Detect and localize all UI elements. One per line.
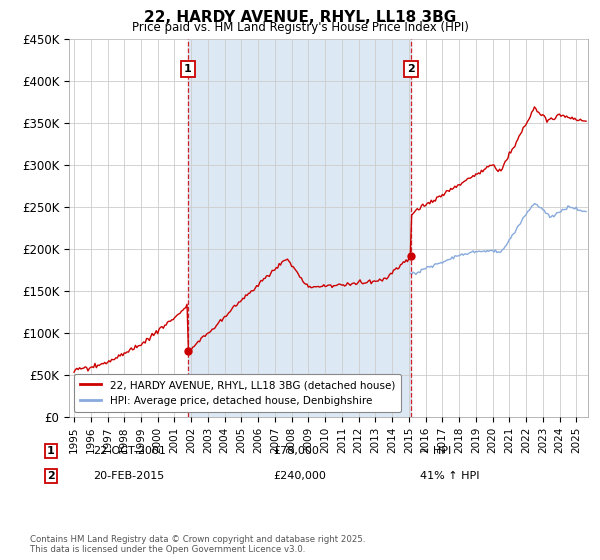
Text: 22, HARDY AVENUE, RHYL, LL18 3BG: 22, HARDY AVENUE, RHYL, LL18 3BG [144, 10, 456, 25]
Text: 22-OCT-2001: 22-OCT-2001 [93, 446, 166, 456]
Bar [188, 39, 411, 417]
Text: £78,000: £78,000 [273, 446, 319, 456]
Text: 1: 1 [47, 446, 55, 456]
Text: £240,000: £240,000 [273, 471, 326, 481]
Text: 1: 1 [184, 64, 192, 74]
Text: Price paid vs. HM Land Registry's House Price Index (HPI): Price paid vs. HM Land Registry's House … [131, 21, 469, 34]
Text: 20-FEB-2015: 20-FEB-2015 [93, 471, 164, 481]
Text: 2: 2 [47, 471, 55, 481]
Text: 2: 2 [407, 64, 415, 74]
Text: ≈ HPI: ≈ HPI [420, 446, 451, 456]
Legend: 22, HARDY AVENUE, RHYL, LL18 3BG (detached house), HPI: Average price, detached : 22, HARDY AVENUE, RHYL, LL18 3BG (detach… [74, 374, 401, 412]
Text: 41% ↑ HPI: 41% ↑ HPI [420, 471, 479, 481]
Text: Contains HM Land Registry data © Crown copyright and database right 2025.
This d: Contains HM Land Registry data © Crown c… [30, 535, 365, 554]
